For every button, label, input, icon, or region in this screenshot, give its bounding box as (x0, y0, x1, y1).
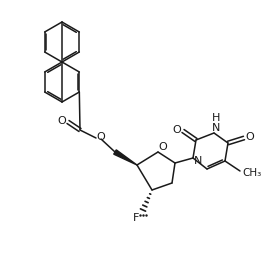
Text: N: N (212, 123, 220, 133)
Text: O: O (97, 132, 105, 142)
Text: O: O (58, 116, 66, 126)
Text: H: H (212, 113, 220, 123)
Text: N: N (194, 156, 202, 166)
Text: F: F (133, 213, 139, 223)
Polygon shape (114, 150, 137, 165)
Text: O: O (173, 125, 181, 135)
Text: O: O (246, 132, 254, 142)
Text: CH₃: CH₃ (242, 168, 262, 178)
Text: O: O (159, 142, 167, 152)
